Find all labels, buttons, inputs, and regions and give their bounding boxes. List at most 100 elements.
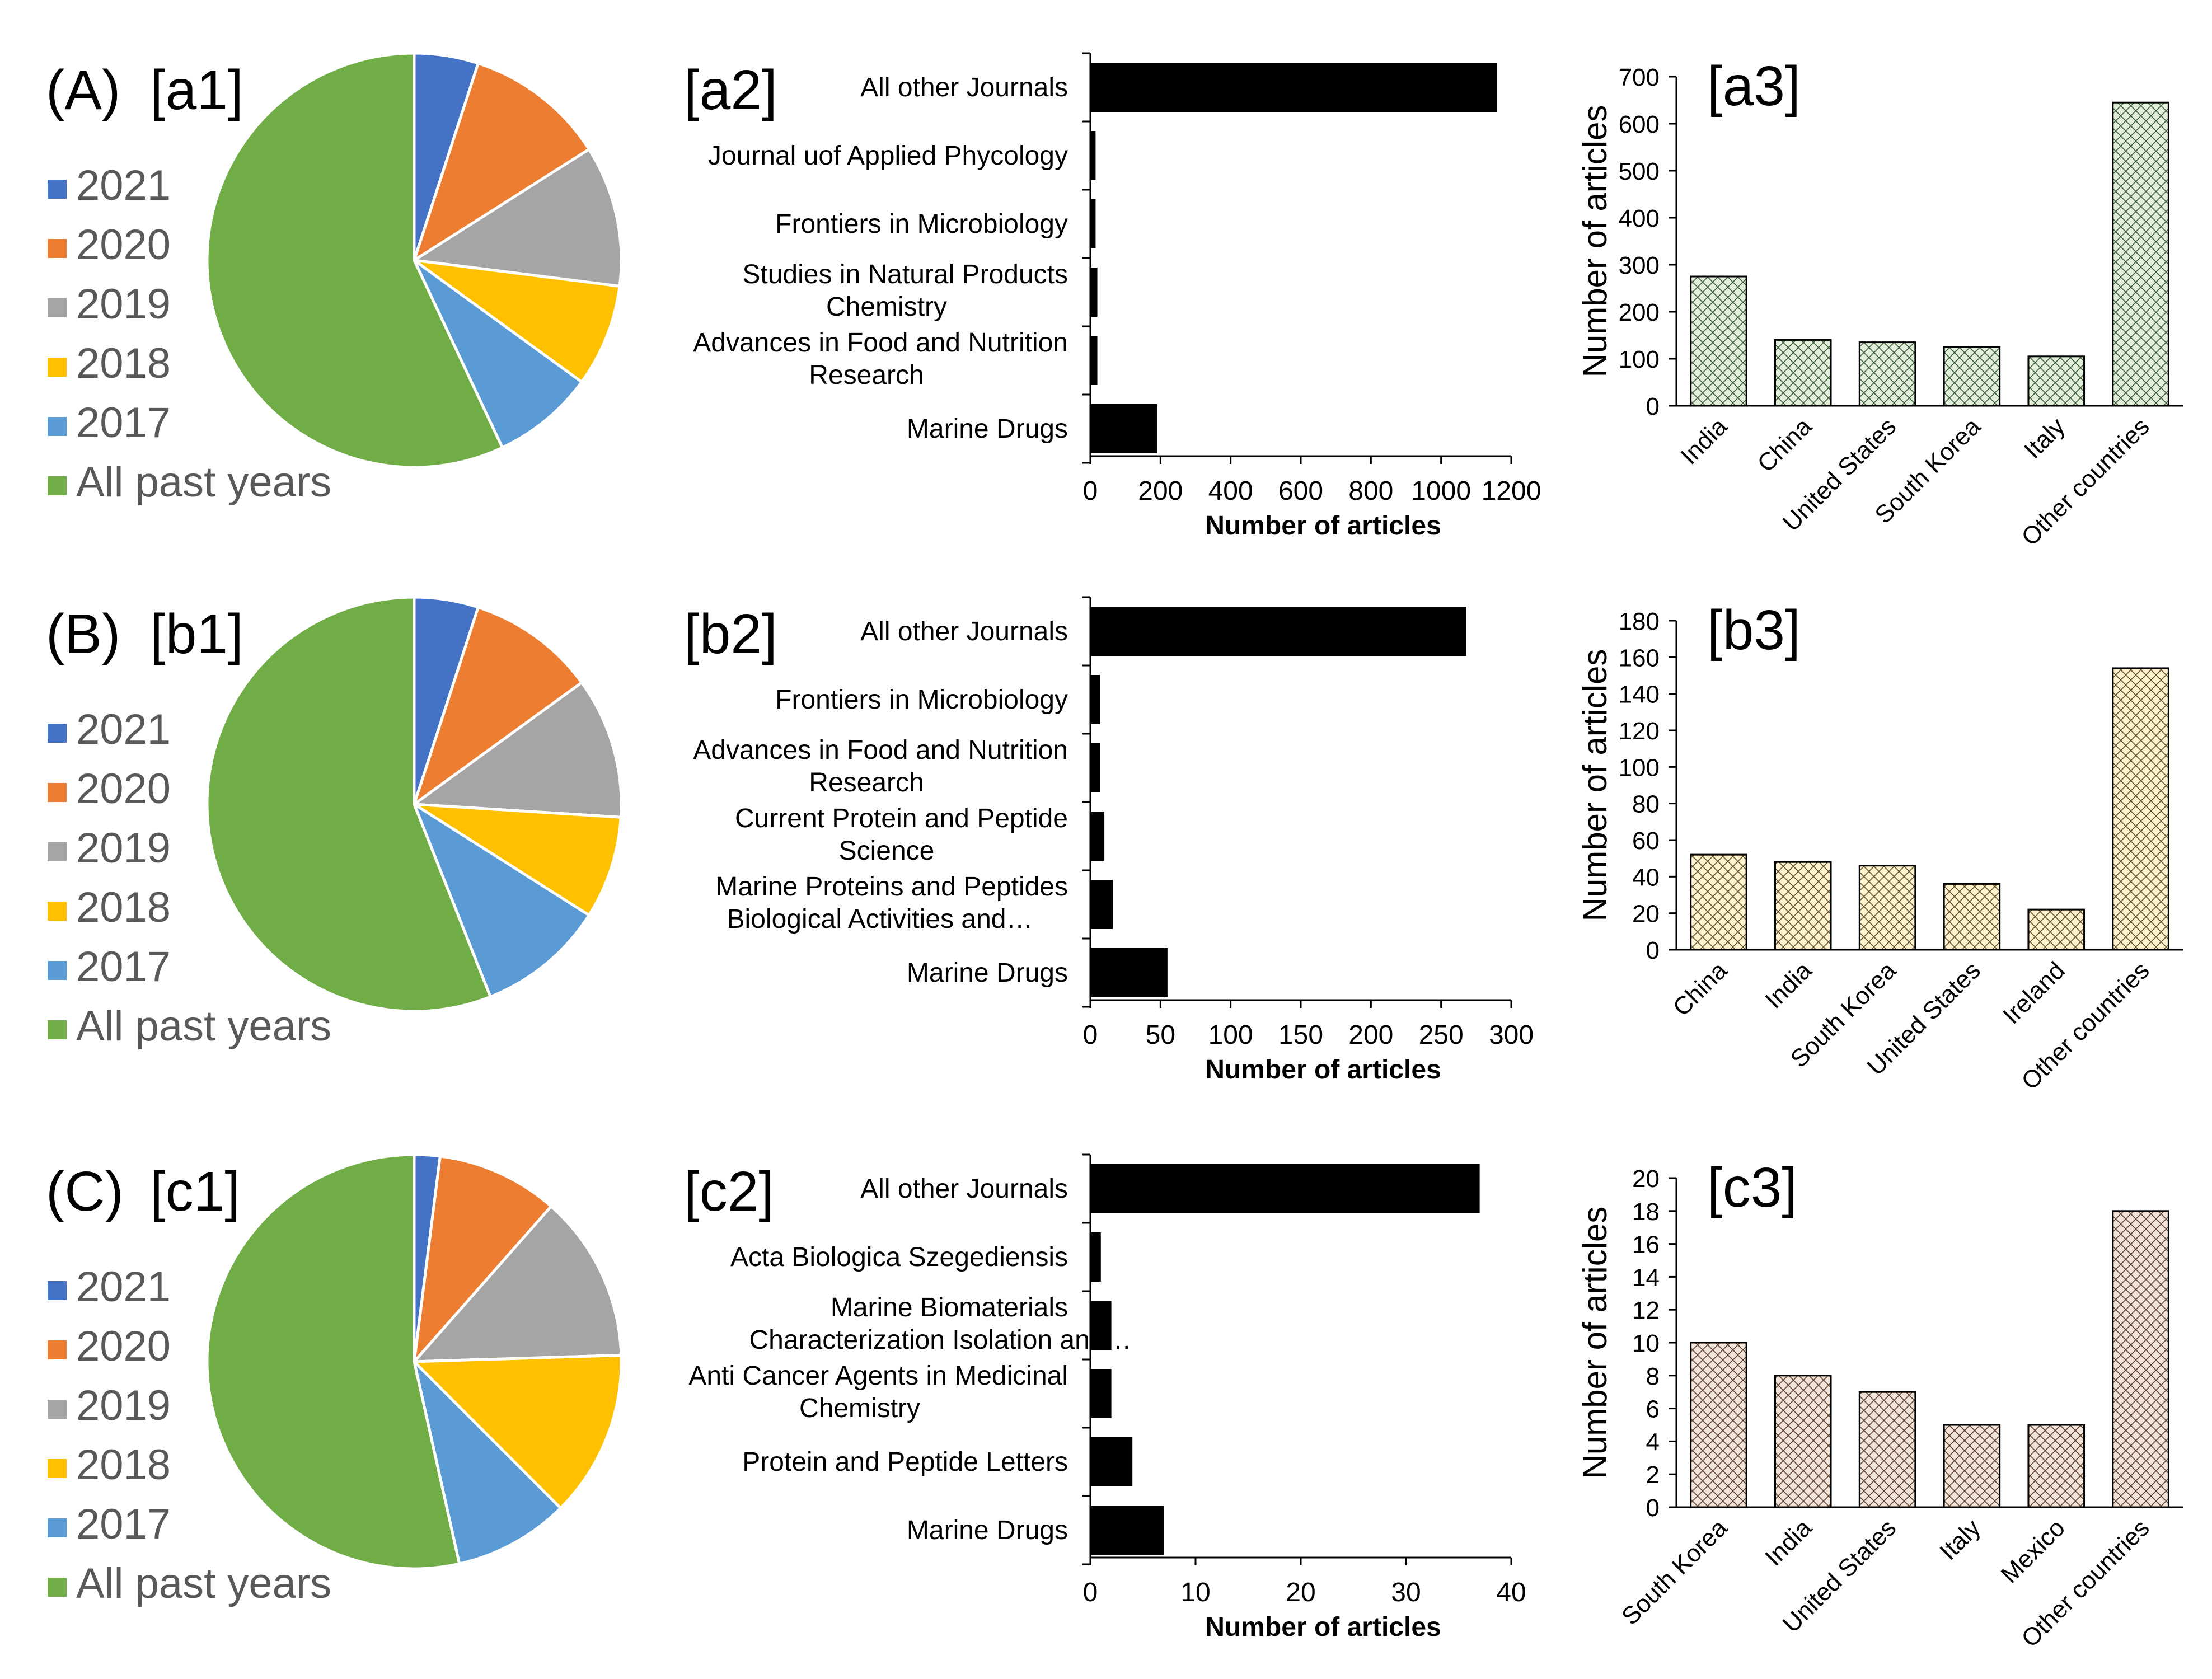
y-tick-label: 0 bbox=[1646, 393, 1660, 420]
category-label-line: Science bbox=[839, 836, 935, 866]
category-label: Protein and Peptide Letters bbox=[742, 1447, 1068, 1477]
pie-slice-all-past-years bbox=[205, 51, 504, 469]
y-tick-label: 8 bbox=[1646, 1363, 1660, 1390]
x-tick-label: 40 bbox=[1496, 1578, 1526, 1607]
bar bbox=[1858, 1391, 1916, 1508]
category-label: Marine Drugs bbox=[907, 958, 1068, 988]
x-tick-label: China bbox=[1752, 412, 1817, 477]
bar bbox=[1774, 861, 1832, 951]
category-label: All other Journals bbox=[860, 617, 1068, 646]
x-tick-label: 800 bbox=[1348, 476, 1393, 506]
x-tick-label: 1000 bbox=[1411, 476, 1471, 506]
y-tick-label: 40 bbox=[1632, 864, 1660, 891]
legend-label: 2021 bbox=[76, 162, 171, 209]
legend-swatch bbox=[48, 1340, 67, 1359]
y-tick-label: 10 bbox=[1632, 1330, 1660, 1357]
bar bbox=[1943, 1424, 2001, 1508]
y-tick-label: 700 bbox=[1619, 64, 1660, 91]
y-tick-label: 20 bbox=[1632, 1165, 1660, 1193]
pie-slice-all-past-years bbox=[205, 595, 493, 1013]
row-label: (B) bbox=[46, 603, 120, 665]
panel-label: [b1] bbox=[150, 603, 243, 665]
category-label-line: Chemistry bbox=[799, 1394, 920, 1423]
x-tick-label: 30 bbox=[1391, 1578, 1421, 1607]
y-tick-label: 400 bbox=[1619, 205, 1660, 232]
row-label: (A) bbox=[46, 59, 120, 121]
x-axis-title: Number of articles bbox=[1205, 1612, 1441, 1642]
bar bbox=[1090, 199, 1096, 248]
legend-label: All past years bbox=[76, 1002, 331, 1050]
bar bbox=[1090, 1369, 1112, 1418]
y-tick-label: 180 bbox=[1619, 608, 1660, 635]
hbar-chart-a2: [a2] 0 200 400 600 800 1000 1200 Number of artic… bbox=[684, 52, 1541, 541]
pie-slice-2017 bbox=[411, 1357, 563, 1566]
category-label: Marine Drugs bbox=[907, 1516, 1068, 1545]
category-label: All other Journals bbox=[860, 1174, 1068, 1204]
x-tick-label: Italy bbox=[1934, 1514, 1986, 1565]
y-tick-label: 160 bbox=[1619, 644, 1660, 672]
category-label: Advances in Food and Nutrition Research bbox=[693, 328, 1068, 390]
pie-slice-2017 bbox=[411, 800, 591, 999]
y-tick-label: 0 bbox=[1646, 937, 1660, 964]
pie-slice-2020 bbox=[411, 605, 584, 808]
y-tick-label: 16 bbox=[1632, 1231, 1660, 1259]
bar bbox=[1690, 1342, 1747, 1508]
category-label: Marine Drugs bbox=[907, 414, 1068, 444]
y-tick-label: 14 bbox=[1632, 1264, 1660, 1291]
y-tick-label: 60 bbox=[1632, 827, 1660, 855]
bar bbox=[1090, 743, 1100, 792]
legend-label: 2017 bbox=[76, 1500, 171, 1548]
category-label: Frontiers in Microbiology bbox=[775, 685, 1068, 715]
pie-slice-2019 bbox=[410, 681, 623, 819]
y-tick-label: 300 bbox=[1619, 252, 1660, 279]
category-label: Acta Biologica Szegediensis bbox=[730, 1242, 1068, 1272]
legend-swatch bbox=[48, 783, 67, 802]
x-tick-label: China bbox=[1668, 956, 1733, 1021]
x-tick-label: India bbox=[1675, 412, 1732, 470]
y-tick-label: 200 bbox=[1619, 299, 1660, 326]
category-label: Journal uof Applied Phycology bbox=[708, 141, 1068, 171]
legend-swatch bbox=[48, 961, 67, 980]
hbar-chart-c2: [c2] 0 10 20 30 40 Number of articles All other… bbox=[684, 1153, 1526, 1642]
bar bbox=[2112, 101, 2169, 407]
y-tick-label: 18 bbox=[1632, 1198, 1660, 1226]
bar bbox=[1090, 1164, 1480, 1213]
x-tick-label: 600 bbox=[1278, 476, 1323, 506]
legend-swatch bbox=[48, 358, 67, 377]
y-tick-label: 100 bbox=[1619, 346, 1660, 373]
bar bbox=[1090, 1301, 1112, 1350]
pie-slice-2018 bbox=[413, 259, 621, 384]
panel-label: [a3] bbox=[1707, 55, 1801, 118]
bar bbox=[1090, 1232, 1101, 1282]
bar bbox=[1090, 336, 1098, 385]
category-label: Studies in Natural Products Chemistry bbox=[742, 260, 1068, 322]
category-label-line: Advances in Food and Nutrition bbox=[693, 735, 1068, 765]
x-tick-label: 250 bbox=[1419, 1020, 1464, 1050]
bar bbox=[2027, 355, 2086, 407]
bar bbox=[1090, 675, 1100, 724]
x-tick-label: 150 bbox=[1278, 1020, 1323, 1050]
category-label-line: Studies in Natural Products bbox=[742, 260, 1068, 289]
panel-label: [c1] bbox=[150, 1160, 240, 1223]
category-label: Marine Biomaterials Characterization Isol… bbox=[749, 1293, 1131, 1355]
legend-label: 2020 bbox=[76, 221, 171, 269]
legend-label: 2017 bbox=[76, 399, 171, 447]
category-label: Advances in Food and Nutrition Research bbox=[693, 735, 1068, 798]
x-tick-label: Mexico bbox=[1996, 1514, 2070, 1588]
legend-swatch bbox=[48, 1459, 67, 1478]
y-axis-title: Number of articles bbox=[1576, 105, 1614, 378]
bar bbox=[1774, 1375, 1832, 1508]
y-tick-label: 80 bbox=[1632, 791, 1660, 818]
panel-label: [a1] bbox=[150, 59, 243, 121]
y-tick-label: 12 bbox=[1632, 1297, 1660, 1324]
bar bbox=[2027, 908, 2086, 951]
legend-swatch bbox=[48, 1518, 67, 1537]
x-tick-label: 1200 bbox=[1482, 476, 1541, 506]
category-label-line: Marine Biomaterials bbox=[831, 1293, 1068, 1322]
pie-slice-2019 bbox=[411, 1204, 623, 1363]
y-tick-label: 20 bbox=[1632, 901, 1660, 928]
bar bbox=[1858, 341, 1916, 407]
